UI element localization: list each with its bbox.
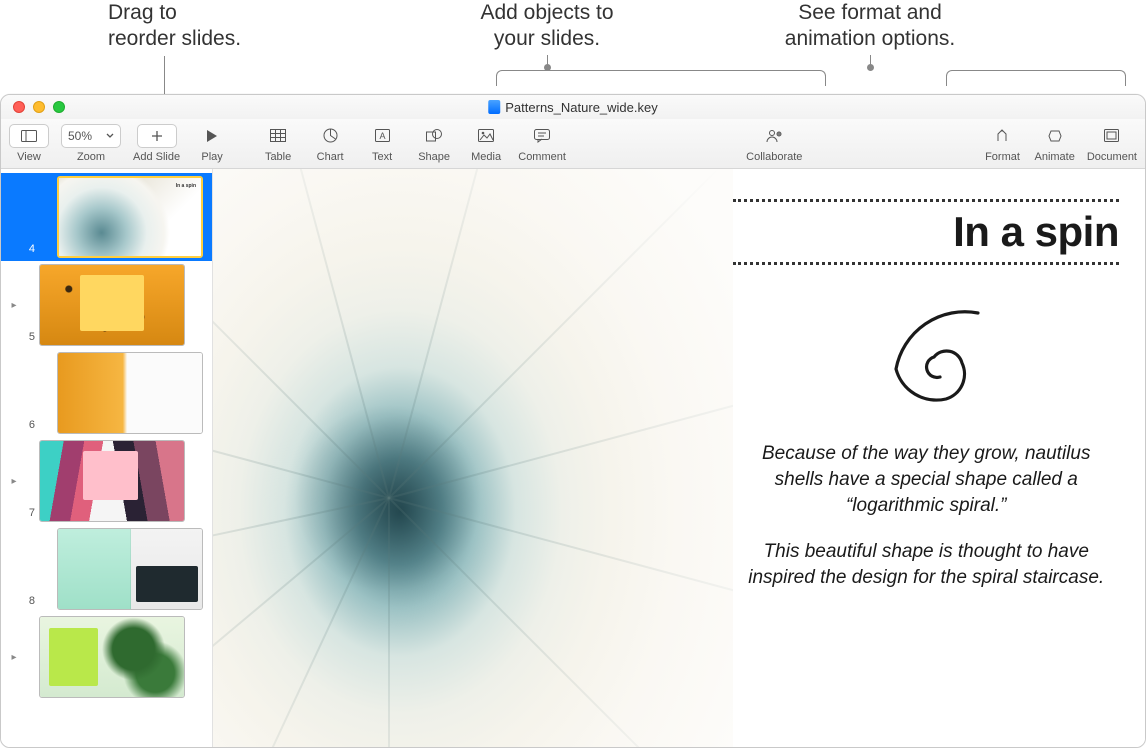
comment-icon [522,124,562,148]
slide-thumb-image [57,352,203,434]
zoom-value-wrap: 50% [61,124,121,148]
disclosure-triangle[interactable]: ▸ [7,300,21,311]
dotted-rule-bottom [733,262,1119,265]
media-button[interactable]: Media [460,122,512,166]
toolbar: View 50% Zoom Add Slide Play [1,119,1145,169]
plus-icon [137,124,177,148]
text-button[interactable]: A Text [356,122,408,166]
collaborate-icon [754,124,794,148]
document-label: Document [1087,151,1137,163]
text-label: Text [372,151,392,163]
keynote-window: Patterns_Nature_wide.key View 50% Zoom A… [0,94,1146,748]
slide-paragraph-2[interactable]: This beautiful shape is thought to have … [741,539,1111,591]
slide-number: 7 [21,507,35,522]
shape-button[interactable]: Shape [408,122,460,166]
slide-text-region[interactable]: In a spin Because of the way they grow, … [733,169,1145,747]
shape-icon [414,124,454,148]
animate-icon [1035,124,1075,148]
slide-thumb-image [39,616,185,698]
window-controls [13,101,65,113]
document-icon-btn [1092,124,1132,148]
document-button[interactable]: Document [1081,122,1143,166]
slide-number: 4 [21,243,35,258]
disclosure-triangle[interactable]: ▸ [7,652,21,663]
close-button[interactable] [13,101,25,113]
current-slide[interactable]: In a spin Because of the way they grow, … [213,169,1145,747]
zoom-button[interactable]: 50% Zoom [55,122,127,166]
callout-format: See format and animation options. [740,0,1000,52]
slide-thumbnail[interactable]: 6 [1,349,212,437]
play-label: Play [201,151,222,163]
comment-button[interactable]: Comment [512,122,572,166]
slide-thumbnail[interactable]: ▸7 [1,437,212,525]
slide-canvas[interactable]: In a spin Because of the way they grow, … [213,169,1145,747]
animate-button[interactable]: Animate [1029,122,1081,166]
svg-text:A: A [379,131,385,141]
slide-thumb-image [57,528,203,610]
callout-objects: Add objects to your slides. [442,0,652,52]
format-label: Format [985,151,1020,163]
slide-number: 5 [21,331,35,346]
collaborate-label: Collaborate [746,151,802,163]
slide-title[interactable]: In a spin [733,208,1119,256]
slide-navigator[interactable]: 4In a spin▸56▸78▸ [1,169,213,747]
chart-label: Chart [317,151,344,163]
zoom-value: 50% [68,129,92,143]
document-icon [488,100,500,114]
slide-thumbnail[interactable]: 4 In a spin [1,173,212,261]
callout-reorder: Drag to reorder slides. [108,0,308,52]
format-icon [983,124,1023,148]
view-button[interactable]: View [3,122,55,166]
titlebar: Patterns_Nature_wide.key [1,95,1145,119]
add-slide-button[interactable]: Add Slide [127,122,186,166]
callout-format-bracket [946,70,1126,86]
view-icon [9,124,49,148]
callout-format-stem [870,55,871,70]
format-button[interactable]: Format [977,122,1029,166]
chart-icon [310,124,350,148]
slide-main-image[interactable] [213,169,733,747]
spiral-icon[interactable] [866,299,986,409]
media-icon [466,124,506,148]
minimize-button[interactable] [33,101,45,113]
chevron-down-icon [106,133,114,138]
play-button[interactable]: Play [186,122,238,166]
slide-paragraph-1[interactable]: Because of the way they grow, nautilus s… [741,441,1111,519]
disclosure-triangle[interactable]: ▸ [7,476,21,487]
table-label: Table [265,151,291,163]
fullscreen-button[interactable] [53,101,65,113]
comment-label: Comment [518,151,566,163]
slide-thumbnail[interactable]: ▸5 [1,261,212,349]
slide-thumb-image [39,440,185,522]
table-button[interactable]: Table [252,122,304,166]
table-icon [258,124,298,148]
slide-number: 6 [21,419,35,434]
callout-objects-bracket [496,70,826,86]
slide-number: 8 [21,595,35,610]
slide-number [21,695,35,698]
collaborate-button[interactable]: Collaborate [739,122,809,166]
callout-objects-stem [547,55,548,70]
window-title: Patterns_Nature_wide.key [488,100,657,115]
text-icon: A [362,124,402,148]
animate-label: Animate [1035,151,1075,163]
media-label: Media [471,151,501,163]
slide-thumbnail[interactable]: 8 [1,525,212,613]
dotted-rule-top [733,199,1119,202]
body: 4In a spin▸56▸78▸ [1,169,1145,747]
shape-label: Shape [418,151,450,163]
chart-button[interactable]: Chart [304,122,356,166]
slide-thumb-image [39,264,185,346]
slide-thumb-image: In a spin [57,176,203,258]
view-label: View [17,151,41,163]
play-icon [192,124,232,148]
add-slide-label: Add Slide [133,151,180,163]
help-callouts: Drag to reorder slides. Add objects to y… [0,0,1146,94]
window-title-text: Patterns_Nature_wide.key [505,100,657,115]
slide-thumbnail[interactable]: ▸ [1,613,212,701]
zoom-label: Zoom [77,151,105,163]
